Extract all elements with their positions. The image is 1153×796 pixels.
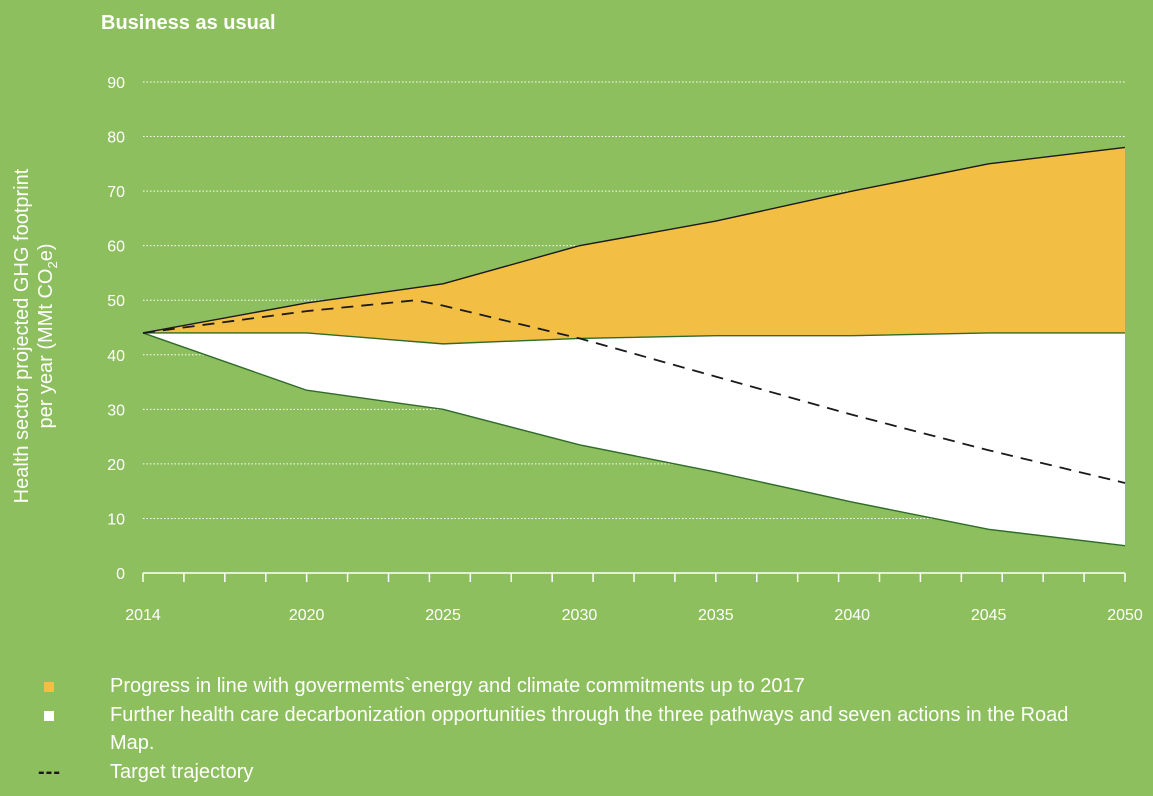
y-tick-label-70: 70	[107, 184, 125, 201]
y-tick-label-20: 20	[107, 457, 125, 474]
legend-label-target: Target trajectory	[110, 761, 254, 783]
y-tick-label-30: 30	[107, 402, 125, 419]
line-commitments	[143, 332, 1125, 345]
y-tick-label-80: 80	[107, 130, 125, 147]
x-tick-label-2050: 2050	[1107, 607, 1143, 624]
legend-label-commitments: Progress in line with govermemts`energy …	[110, 675, 805, 697]
legend-item-target: --- Target trajectory	[0, 758, 1153, 786]
line-roadmap	[142, 332, 1126, 547]
line-bau	[142, 146, 1126, 334]
y-tick-label-60: 60	[107, 239, 125, 256]
legend-item-commitments: Progress in line with govermemts`energy …	[0, 672, 1153, 700]
area-commitments	[143, 147, 1125, 344]
x-tick-label-2025: 2025	[425, 607, 461, 624]
y-tick-label-0: 0	[116, 566, 125, 583]
y-tick-label-40: 40	[107, 348, 125, 365]
x-tick-label-2030: 2030	[562, 607, 598, 624]
area-roadmap	[143, 332, 1125, 546]
y-tick-label-50: 50	[107, 293, 125, 310]
legend-swatch-roadmap	[44, 711, 54, 721]
area-layer	[143, 147, 1125, 546]
line-layer	[142, 146, 1126, 547]
y-tick-label-90: 90	[107, 75, 125, 92]
legend-label-roadmap: Further health care decarbonization oppo…	[110, 704, 1069, 754]
y-tick-label-10: 10	[107, 511, 125, 528]
legend-item-roadmap: Further health care decarbonization oppo…	[0, 701, 1153, 757]
x-tick-label-2045: 2045	[971, 607, 1007, 624]
line-target	[142, 299, 1126, 484]
x-tick-label-2014: 2014	[125, 607, 161, 624]
legend-dash-target: ---	[38, 761, 61, 783]
x-tick-label-2040: 2040	[834, 607, 870, 624]
legend: Progress in line with govermemts`energy …	[0, 672, 1153, 787]
x-tick-label-2035: 2035	[698, 607, 734, 624]
x-tick-label-2020: 2020	[289, 607, 325, 624]
legend-swatch-commitments	[44, 682, 54, 692]
chart-title: Business as usual	[101, 12, 276, 34]
